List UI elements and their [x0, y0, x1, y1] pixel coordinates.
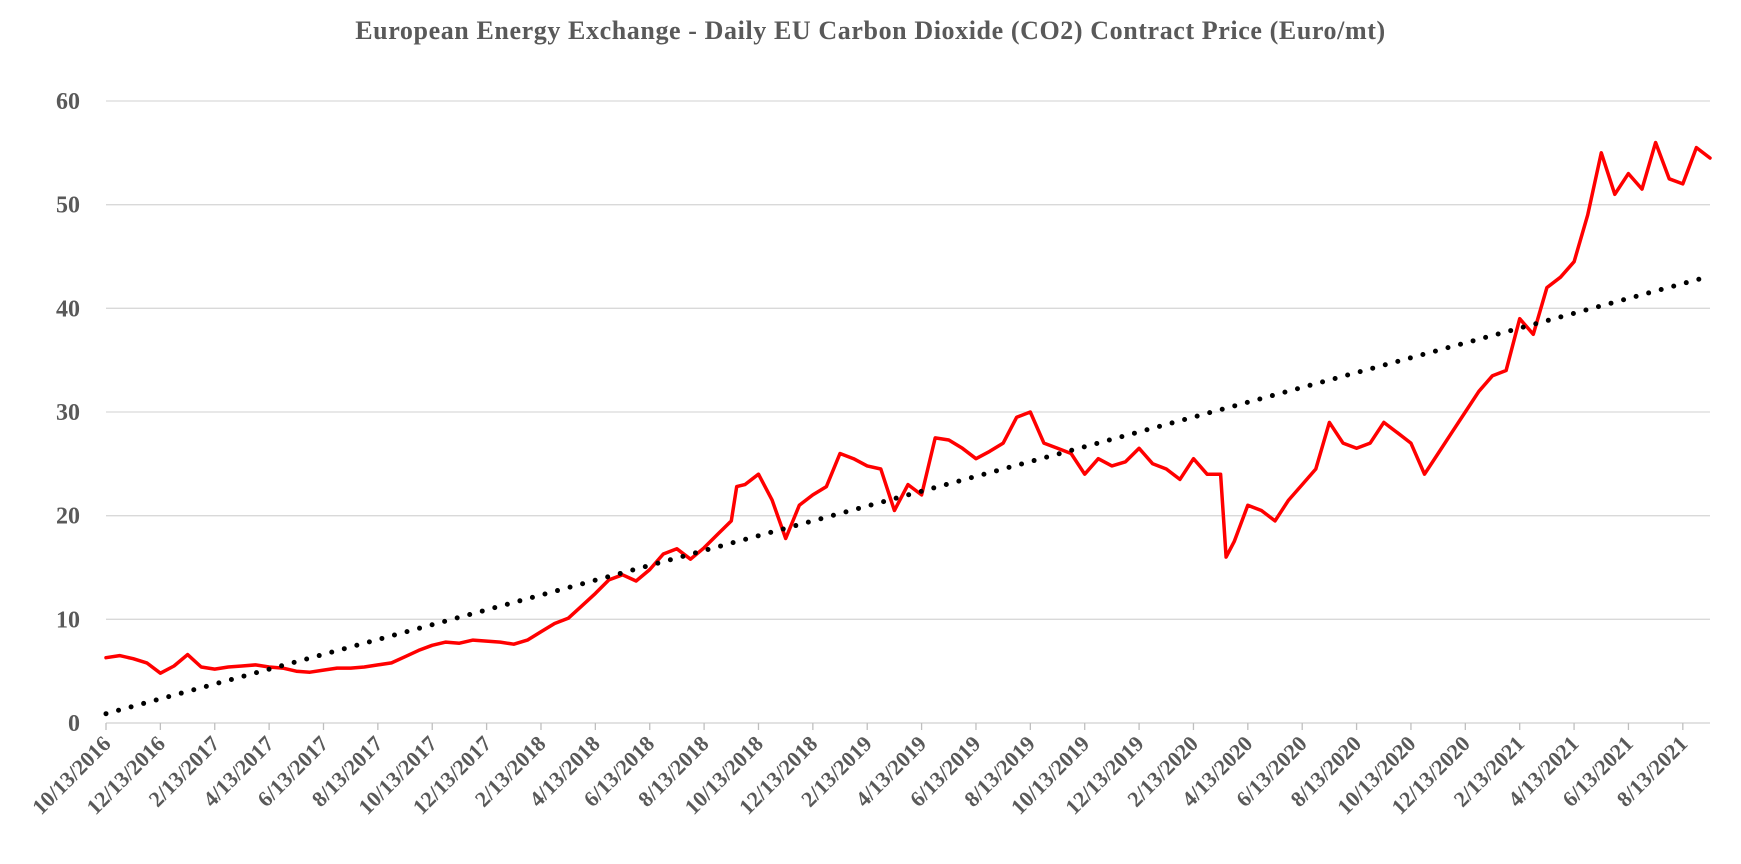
y-tick-label: 10 [56, 607, 80, 633]
y-tick-label: 60 [56, 89, 80, 115]
x-axis [105, 722, 1710, 730]
y-axis-tick-labels: 0 10 20 30 40 50 60 [56, 89, 80, 737]
y-tick-label: 20 [56, 504, 80, 530]
y-tick-label: 0 [68, 711, 80, 737]
trendline [103, 273, 1713, 717]
x-axis-tick-labels: 10/13/201612/13/20162/13/20174/13/20176/… [27, 731, 1692, 820]
chart-title: European Energy Exchange - Daily EU Carb… [355, 16, 1386, 45]
y-tick-label: 30 [56, 400, 80, 426]
y-tick-label: 40 [56, 296, 80, 322]
series-layer [103, 140, 1713, 717]
series-line-co2-price [104, 140, 1712, 675]
gridlines [106, 100, 1710, 620]
y-tick-label: 50 [56, 193, 80, 219]
